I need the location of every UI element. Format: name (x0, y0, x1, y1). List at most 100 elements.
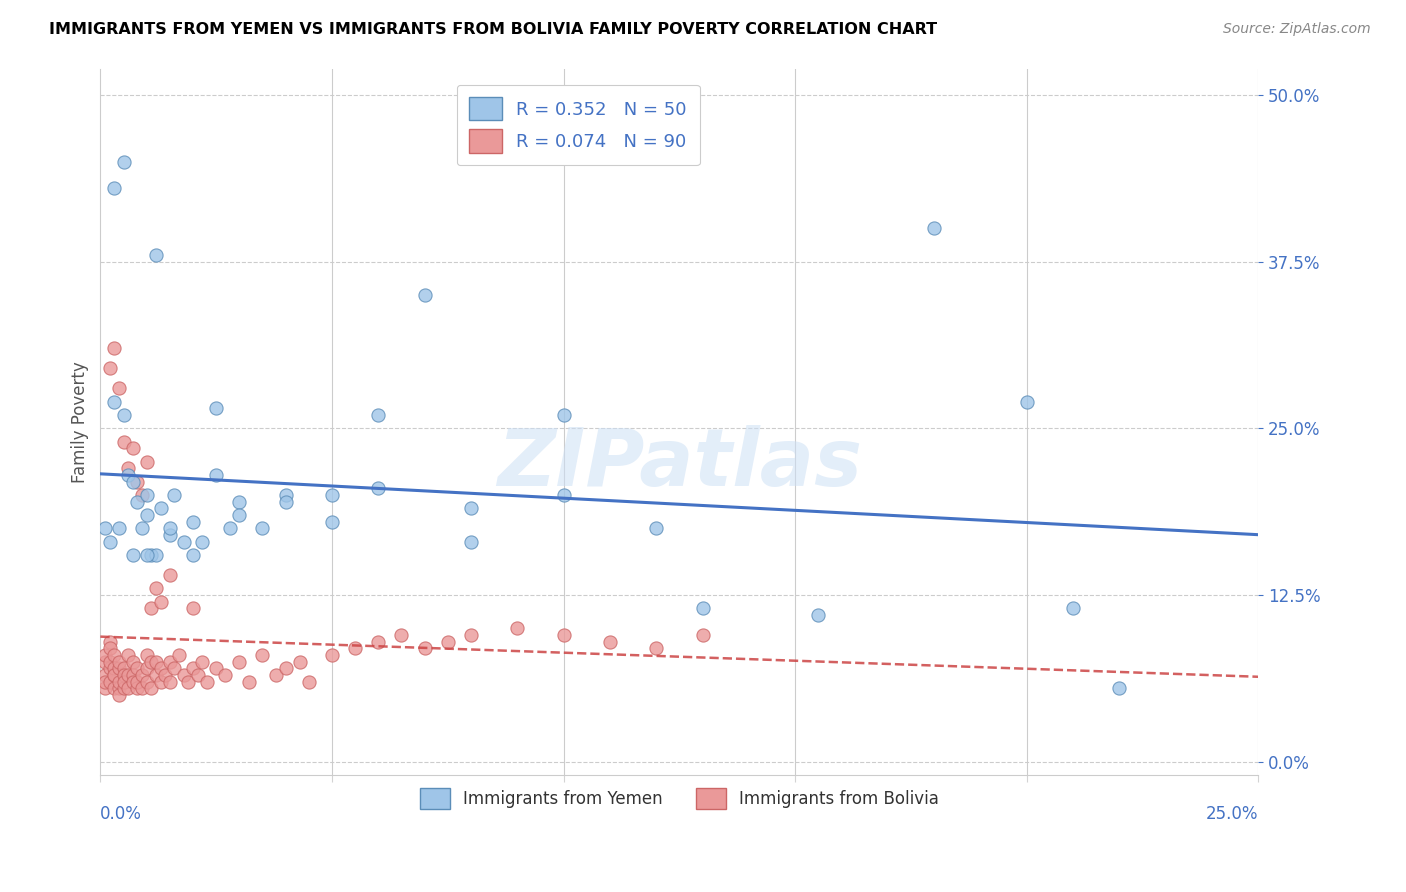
Point (460, 628, 482, 642)
Point (103, 342, 125, 356)
Point (112, 154, 135, 169)
Point (367, 408, 389, 422)
Point (807, 607, 830, 622)
Point (187, 668, 209, 682)
Point (173, 534, 195, 549)
Point (131, 668, 153, 682)
Point (298, 674, 321, 689)
Point (274, 494, 297, 508)
Point (149, 501, 172, 516)
Point (163, 661, 186, 675)
Point (214, 668, 236, 682)
Point (181, 661, 204, 675)
Point (159, 655, 181, 669)
Point (112, 434, 135, 449)
Point (321, 488, 343, 502)
Text: 25.0%: 25.0% (1206, 805, 1258, 823)
Point (145, 248, 167, 262)
Point (108, 661, 131, 675)
Point (108, 674, 131, 689)
Point (266, 668, 288, 682)
Text: IMMIGRANTS FROM YEMEN VS IMMIGRANTS FROM BOLIVIA FAMILY POVERTY CORRELATION CHAR: IMMIGRANTS FROM YEMEN VS IMMIGRANTS FROM… (49, 22, 938, 37)
Point (252, 648, 274, 662)
Point (195, 674, 218, 689)
Point (460, 534, 482, 549)
Point (141, 601, 163, 615)
Point (181, 548, 204, 562)
Point (163, 488, 186, 502)
Point (103, 668, 125, 682)
Point (692, 601, 714, 615)
Point (177, 674, 200, 689)
Point (112, 681, 135, 696)
Point (599, 634, 621, 648)
Point (135, 455, 157, 469)
Point (103, 394, 125, 409)
Point (135, 548, 157, 562)
Point (94, 681, 117, 696)
Point (127, 661, 149, 675)
Text: 0.0%: 0.0% (100, 805, 142, 823)
Point (149, 595, 172, 609)
Point (103, 181, 125, 195)
Point (103, 668, 125, 682)
Point (167, 648, 190, 662)
Point (103, 681, 125, 696)
Point (141, 548, 163, 562)
Point (367, 481, 389, 495)
Point (135, 648, 157, 662)
Point (131, 681, 153, 696)
Point (112, 668, 135, 682)
Point (159, 528, 181, 542)
Point (103, 648, 125, 662)
Point (145, 668, 167, 682)
Point (159, 674, 181, 689)
Point (121, 655, 143, 669)
Point (228, 655, 250, 669)
Text: Source: ZipAtlas.com: Source: ZipAtlas.com (1223, 22, 1371, 37)
Point (108, 381, 131, 395)
Point (191, 655, 214, 669)
Point (108, 681, 131, 696)
Point (153, 668, 176, 682)
Point (135, 674, 157, 689)
Point (321, 515, 343, 529)
Text: ZIPatlas: ZIPatlas (496, 425, 862, 503)
Point (98, 534, 121, 549)
Point (94, 655, 117, 669)
Point (141, 681, 163, 696)
Point (94, 648, 117, 662)
Point (181, 601, 204, 615)
Point (1108, 681, 1130, 696)
Point (413, 288, 436, 302)
Point (141, 655, 163, 669)
Point (553, 628, 575, 642)
Point (112, 408, 135, 422)
Point (121, 442, 143, 456)
Point (173, 668, 195, 682)
Point (219, 521, 242, 535)
Point (98, 661, 121, 675)
Point (117, 468, 139, 483)
Point (205, 401, 228, 416)
Point (127, 475, 149, 489)
Point (103, 661, 125, 675)
Point (117, 648, 139, 662)
Point (145, 582, 167, 596)
Point (135, 488, 157, 502)
Point (94, 521, 117, 535)
Point (98, 641, 121, 656)
Point (98, 361, 121, 376)
Point (344, 641, 367, 656)
Point (121, 475, 143, 489)
Point (205, 468, 228, 483)
Point (94, 674, 117, 689)
Point (135, 508, 157, 522)
Point (228, 494, 250, 508)
Point (460, 501, 482, 516)
Point (645, 641, 668, 656)
Point (288, 655, 311, 669)
Point (274, 488, 297, 502)
Legend: Immigrants from Yemen, Immigrants from Bolivia: Immigrants from Yemen, Immigrants from B… (413, 781, 946, 816)
Point (413, 641, 436, 656)
